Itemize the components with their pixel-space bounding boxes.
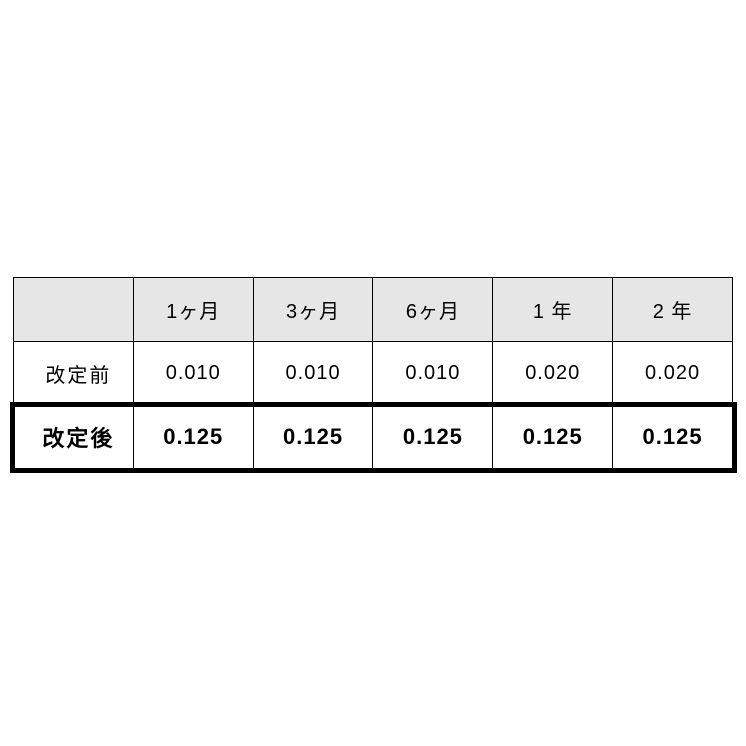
cell-value: 0.020: [613, 341, 733, 405]
cell-value: 0.125: [373, 405, 493, 469]
rate-table-container: 1ヶ月 3ヶ月 6ヶ月 1 年 2 年 改定前 0.010 0.010 0.01…: [13, 277, 733, 470]
cell-value: 0.125: [133, 405, 253, 469]
row-label-before: 改定前: [14, 341, 134, 405]
table-row: 改定前 0.010 0.010 0.010 0.020 0.020: [14, 341, 733, 405]
cell-value: 0.010: [133, 341, 253, 405]
row-label-after: 改定後: [14, 405, 134, 469]
header-1year: 1 年: [493, 277, 613, 341]
table-header-row: 1ヶ月 3ヶ月 6ヶ月 1 年 2 年: [14, 277, 733, 341]
cell-value: 0.125: [493, 405, 613, 469]
cell-value: 0.010: [253, 341, 373, 405]
header-2year: 2 年: [613, 277, 733, 341]
table-row-emphasized: 改定後 0.125 0.125 0.125 0.125 0.125: [14, 405, 733, 469]
cell-value: 0.125: [613, 405, 733, 469]
header-blank: [14, 277, 134, 341]
cell-value: 0.125: [253, 405, 373, 469]
cell-value: 0.010: [373, 341, 493, 405]
header-6month: 6ヶ月: [373, 277, 493, 341]
rate-table: 1ヶ月 3ヶ月 6ヶ月 1 年 2 年 改定前 0.010 0.010 0.01…: [13, 277, 733, 470]
cell-value: 0.020: [493, 341, 613, 405]
header-3month: 3ヶ月: [253, 277, 373, 341]
header-1month: 1ヶ月: [133, 277, 253, 341]
